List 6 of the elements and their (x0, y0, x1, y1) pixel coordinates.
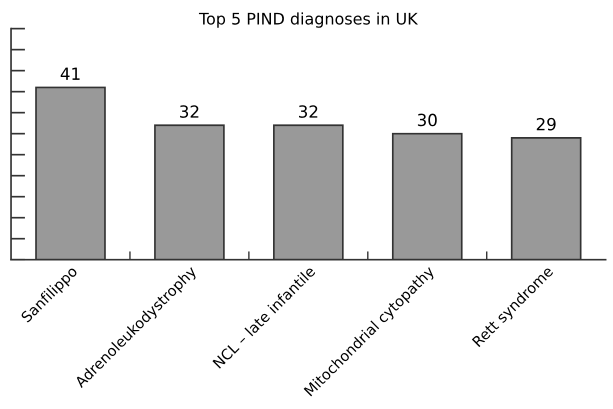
data-label: 32 (299, 105, 318, 118)
chart-title: Top 5 PIND diagnoses in UK (198, 12, 418, 28)
data-label: 41 (60, 68, 80, 80)
data-label: 32 (180, 105, 198, 118)
data-label: 30 (418, 114, 437, 126)
data-label: 29 (536, 118, 556, 130)
